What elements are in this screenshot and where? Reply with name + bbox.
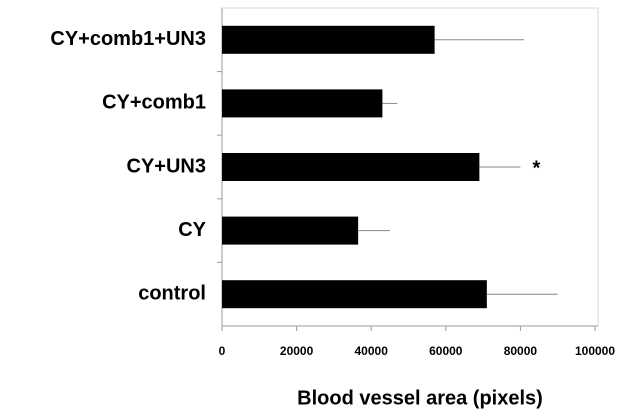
x-tick-label: 80000 — [504, 344, 538, 358]
x-tick-label: 40000 — [355, 344, 389, 358]
y-tick-label: CY — [178, 219, 206, 241]
x-tick-label: 0 — [219, 344, 226, 358]
y-tick-label: CY+UN3 — [127, 155, 206, 177]
bar — [222, 89, 383, 118]
bar — [222, 216, 359, 245]
y-tick-label: CY+comb1+UN3 — [50, 28, 206, 50]
x-tick-label: 20000 — [280, 344, 314, 358]
x-axis-label: Blood vessel area (pixels) — [297, 387, 543, 409]
y-tick-label: CY+comb1 — [102, 92, 206, 114]
annotation: * — [533, 157, 541, 179]
x-tick-label: 60000 — [429, 344, 463, 358]
bar — [222, 25, 435, 54]
bar — [222, 153, 480, 181]
bar — [222, 280, 487, 309]
x-tick-label: 100000 — [575, 344, 615, 358]
y-tick-label: control — [138, 282, 206, 304]
